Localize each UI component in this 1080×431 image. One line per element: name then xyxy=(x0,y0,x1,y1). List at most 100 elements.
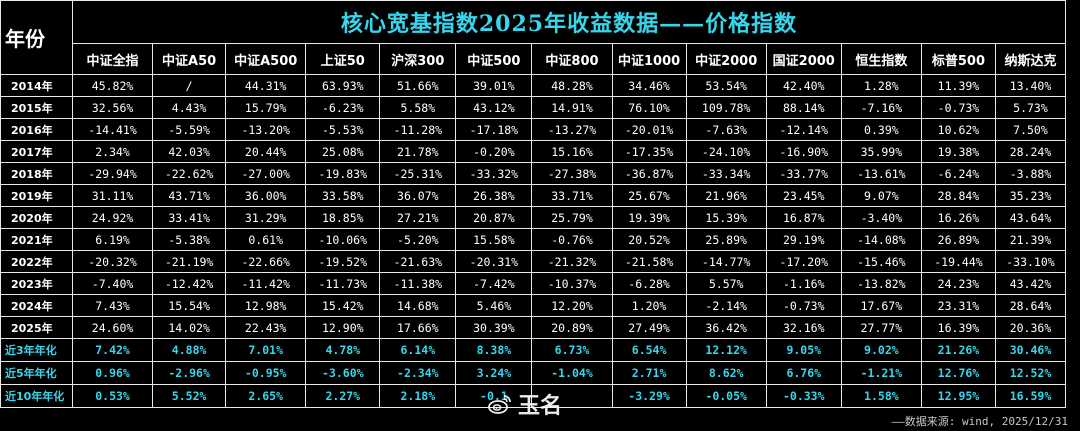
return-cell: -24.10% xyxy=(685,140,767,163)
return-cell: 16.26% xyxy=(920,206,996,229)
annualized-cell: 7.42% xyxy=(71,338,154,362)
return-cell: 36.42% xyxy=(685,316,767,339)
column-header: 中证2000 xyxy=(685,43,767,75)
column-header: 恒生指数 xyxy=(840,43,922,75)
annualized-cell: 7.01% xyxy=(225,338,307,362)
return-cell: 25.79% xyxy=(531,206,613,229)
return-cell: 14.02% xyxy=(152,316,227,339)
annualized-cell: 6.54% xyxy=(611,338,687,362)
table-row: 2016年 -14.41% -5.59% -13.20% -5.53% -11.28% -1… xyxy=(0,118,1067,141)
return-cell: 32.56% xyxy=(71,96,154,119)
return-cell: -7.42% xyxy=(455,272,533,295)
column-header: 沪深300 xyxy=(379,43,457,75)
return-cell: -14.41% xyxy=(71,118,154,141)
return-cell: 45.82% xyxy=(71,74,154,97)
column-header: 中证1000 xyxy=(611,43,687,75)
return-cell: 24.23% xyxy=(920,272,996,295)
return-cell: -0.73% xyxy=(920,96,996,119)
annualized-cell: 6.73% xyxy=(531,338,613,362)
year-label: 2025年 xyxy=(0,316,73,339)
return-cell: 16.87% xyxy=(765,206,842,229)
return-cell: -21.32% xyxy=(531,250,613,273)
table-row: 2023年 -7.40% -12.42% -11.42% -11.73% -11.38% -… xyxy=(0,272,1067,295)
column-header: 中证全指 xyxy=(71,43,154,75)
return-cell: -14.77% xyxy=(685,250,767,273)
annualized-cell: 12.95% xyxy=(920,384,996,408)
annualized-row: 近3年年化 7.42% 4.88% 7.01% 4.78% 6.14% 8.38% 6.73%… xyxy=(0,338,1067,362)
return-cell: 21.78% xyxy=(379,140,457,163)
column-header: 中证800 xyxy=(531,43,613,75)
table-row: 2020年 24.92% 33.41% 31.29% 18.85% 27.21% 20.87… xyxy=(0,206,1067,229)
annualized-cell: -1.04% xyxy=(531,361,613,385)
annualized-cell: 2.65% xyxy=(225,384,307,408)
year-label: 2024年 xyxy=(0,294,73,317)
return-cell: -33.34% xyxy=(685,162,767,185)
annualized-cell: -0.1 xyxy=(455,384,533,408)
return-cell: -17.20% xyxy=(765,250,842,273)
return-cell: -14.08% xyxy=(840,228,922,251)
return-cell: -1.16% xyxy=(765,272,842,295)
watermark-text: 玉名 xyxy=(518,394,563,419)
column-header: 上证50 xyxy=(305,43,381,75)
return-cell: -20.32% xyxy=(71,250,154,273)
year-label: 2019年 xyxy=(0,184,73,207)
annualized-label: 近10年年化 xyxy=(0,384,73,408)
table-row: 2024年 7.43% 15.54% 12.98% 15.42% 14.68% 5.46% 1… xyxy=(0,294,1067,317)
return-cell: -21.19% xyxy=(152,250,227,273)
return-cell: 43.42% xyxy=(994,272,1067,295)
return-cell: -5.20% xyxy=(379,228,457,251)
return-cell: 36.07% xyxy=(379,184,457,207)
return-cell: 39.01% xyxy=(455,74,533,97)
annualized-cell: 12.12% xyxy=(685,338,767,362)
year-label: 2023年 xyxy=(0,272,73,295)
return-cell: 35.99% xyxy=(840,140,922,163)
return-cell: 48.28% xyxy=(531,74,613,97)
annualized-cell: 2.27% xyxy=(305,384,381,408)
annualized-cell: -1.21% xyxy=(840,361,922,385)
table-row: 2015年 32.56% 4.43% 15.79% -6.23% 5.58% 43.12% 1… xyxy=(0,96,1067,119)
return-cell: 22.43% xyxy=(225,316,307,339)
return-cell: -27.00% xyxy=(225,162,307,185)
return-cell: 63.93% xyxy=(305,74,381,97)
return-cell: -0.20% xyxy=(455,140,533,163)
return-cell: -17.18% xyxy=(455,118,533,141)
return-cell: 9.07% xyxy=(840,184,922,207)
return-cell: 24.60% xyxy=(71,316,154,339)
table-row: 2021年 6.19% -5.38% 0.61% -10.06% -5.20% 15.58%… xyxy=(0,228,1067,251)
return-cell: -20.01% xyxy=(611,118,687,141)
return-cell: -12.14% xyxy=(765,118,842,141)
column-header: 国证2000 xyxy=(765,43,842,75)
return-cell: 7.43% xyxy=(71,294,154,317)
return-cell: 13.40% xyxy=(994,74,1067,97)
year-label: 2020年 xyxy=(0,206,73,229)
return-cell: 4.43% xyxy=(152,96,227,119)
annualized-cell: -3.60% xyxy=(305,361,381,385)
return-cell: 26.38% xyxy=(455,184,533,207)
return-cell: 12.98% xyxy=(225,294,307,317)
return-cell: 53.54% xyxy=(685,74,767,97)
return-cell: 42.03% xyxy=(152,140,227,163)
return-cell: 32.16% xyxy=(765,316,842,339)
return-cell: 12.90% xyxy=(305,316,381,339)
year-label: 2014年 xyxy=(0,74,73,97)
return-cell: -10.37% xyxy=(531,272,613,295)
return-cell: 5.58% xyxy=(379,96,457,119)
return-cell: -12.42% xyxy=(152,272,227,295)
annualized-cell: 21.26% xyxy=(920,338,996,362)
return-cell: 28.24% xyxy=(994,140,1067,163)
annualized-cell: 30.46% xyxy=(994,338,1067,362)
return-cell: 24.92% xyxy=(71,206,154,229)
return-cell: -21.58% xyxy=(611,250,687,273)
return-cell: 31.11% xyxy=(71,184,154,207)
return-cell: 11.39% xyxy=(920,74,996,97)
return-cell: 7.50% xyxy=(994,118,1067,141)
return-cell: -19.83% xyxy=(305,162,381,185)
annualized-cell: 2.18% xyxy=(379,384,457,408)
annualized-row: 近10年年化 0.53% 5.52% 2.65% 2.27% 2.18% -0.1 -3.29… xyxy=(0,384,1067,408)
return-cell: -5.53% xyxy=(305,118,381,141)
annualized-cell xyxy=(531,384,613,408)
annualized-cell: 8.62% xyxy=(685,361,767,385)
year-column-header: 年份 xyxy=(0,0,73,75)
return-cell: -19.52% xyxy=(305,250,381,273)
